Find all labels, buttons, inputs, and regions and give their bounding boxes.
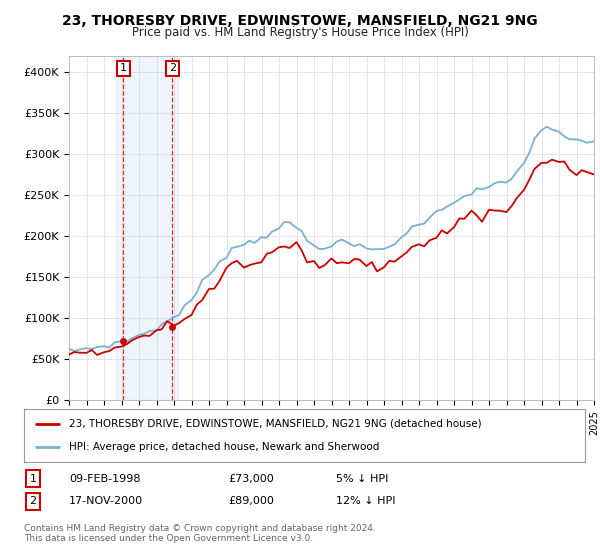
Bar	[116, 56, 178, 400]
Text: This data is licensed under the Open Government Licence v3.0.: This data is licensed under the Open Gov…	[24, 534, 313, 543]
Text: 12% ↓ HPI: 12% ↓ HPI	[336, 496, 395, 506]
Text: 1: 1	[29, 474, 37, 484]
Text: 23, THORESBY DRIVE, EDWINSTOWE, MANSFIELD, NG21 9NG (detached house): 23, THORESBY DRIVE, EDWINSTOWE, MANSFIEL…	[69, 419, 482, 429]
Text: 5% ↓ HPI: 5% ↓ HPI	[336, 474, 388, 484]
Text: 2: 2	[29, 496, 37, 506]
Text: 23, THORESBY DRIVE, EDWINSTOWE, MANSFIELD, NG21 9NG: 23, THORESBY DRIVE, EDWINSTOWE, MANSFIEL…	[62, 14, 538, 28]
Text: £89,000: £89,000	[228, 496, 274, 506]
Text: HPI: Average price, detached house, Newark and Sherwood: HPI: Average price, detached house, Newa…	[69, 442, 379, 452]
Text: £73,000: £73,000	[228, 474, 274, 484]
Text: Contains HM Land Registry data © Crown copyright and database right 2024.: Contains HM Land Registry data © Crown c…	[24, 524, 376, 533]
Text: 09-FEB-1998: 09-FEB-1998	[69, 474, 140, 484]
Text: 17-NOV-2000: 17-NOV-2000	[69, 496, 143, 506]
Text: 1: 1	[120, 63, 127, 73]
Text: 2: 2	[169, 63, 176, 73]
Text: Price paid vs. HM Land Registry's House Price Index (HPI): Price paid vs. HM Land Registry's House …	[131, 26, 469, 39]
